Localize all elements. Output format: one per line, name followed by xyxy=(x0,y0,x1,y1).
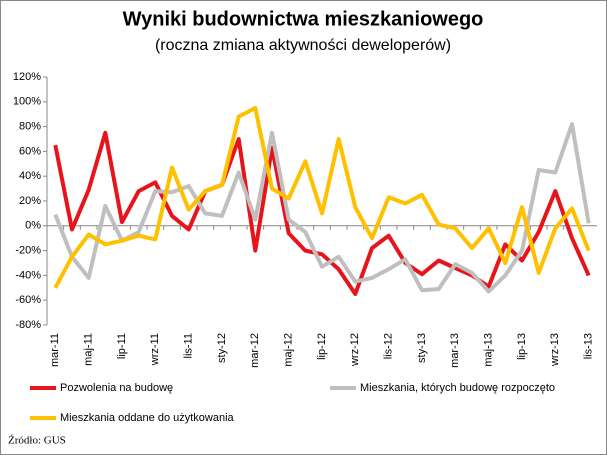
x-tick-label: maj-11 xyxy=(83,333,95,366)
x-tick-label: maj-13 xyxy=(483,333,495,367)
y-tick-label: 80% xyxy=(19,121,41,133)
x-tick-label: lis-11 xyxy=(183,333,195,358)
chart-title: Wyniki budownictwa mieszkaniowego xyxy=(123,8,484,30)
x-tick-label: lis-12 xyxy=(383,333,395,359)
x-tick-label: wrz-12 xyxy=(349,333,361,367)
x-tick-label: mar-12 xyxy=(249,333,261,368)
y-tick-label: -60% xyxy=(15,294,41,306)
series-line xyxy=(53,106,591,289)
x-tick-label: mar-13 xyxy=(449,333,461,368)
y-tick-label: -80% xyxy=(15,319,41,331)
y-tick-label: 60% xyxy=(19,145,41,157)
x-tick-label: lip-11 xyxy=(116,333,128,359)
y-tick-label: 40% xyxy=(19,170,41,182)
x-tick-label: wrz-11 xyxy=(149,333,161,366)
chart-subtitle: (roczna zmiana aktywności deweloperów) xyxy=(155,37,451,54)
y-tick-label: 100% xyxy=(13,96,41,108)
x-tick-label: maj-12 xyxy=(283,333,295,367)
y-tick-label: 0% xyxy=(25,220,41,232)
x-tick-label: wrz-13 xyxy=(549,333,561,367)
y-tick-label: -40% xyxy=(15,269,41,281)
x-tick-label: sty-13 xyxy=(416,333,428,363)
x-tick-label: lis-13 xyxy=(583,333,595,359)
legend-label: Mieszkania oddane do użytkowania xyxy=(60,412,235,424)
y-tick-label: 120% xyxy=(13,71,41,83)
source: Źródło: GUS xyxy=(8,435,66,447)
series-line xyxy=(53,130,591,296)
x-tick-label: mar-11 xyxy=(49,333,61,367)
x-tick-label: sty-12 xyxy=(216,333,228,363)
legend-label: Mieszkania, których budowę rozpoczęto xyxy=(360,382,555,394)
legend-label: Pozwolenia na budowę xyxy=(60,382,173,394)
series-line xyxy=(53,122,591,294)
x-tick-label: lip-12 xyxy=(316,333,328,360)
y-tick-label: 20% xyxy=(19,195,41,207)
y-tick-label: -20% xyxy=(15,245,41,257)
x-tick-label: lip-13 xyxy=(516,333,528,360)
